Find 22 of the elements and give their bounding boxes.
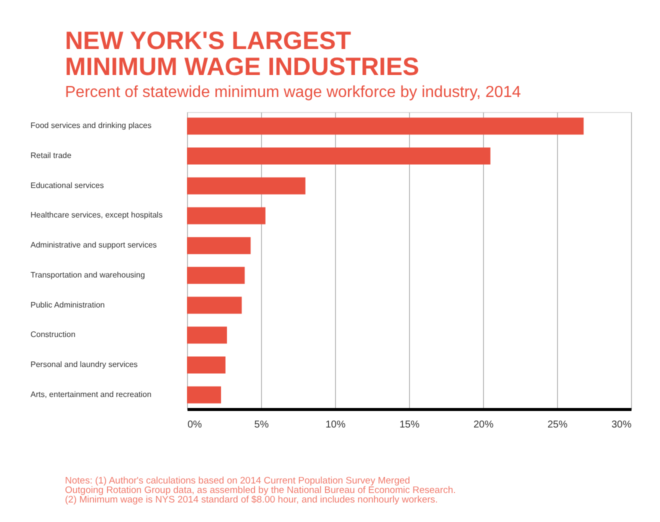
y-tick-label: Healthcare services, except hospitals (30, 210, 163, 220)
text: Notes: (1) Author's calculations based on 2014 Current Population Survey Merged (65, 476, 410, 487)
x-tick-label: 25% (547, 420, 568, 430)
y-tick-label: Transportation and warehousing (30, 270, 145, 280)
text: Outgoing Rotation Group data, as assembled by the National Bureau of Economic Research. (65, 485, 456, 496)
x-tick-label: 5% (254, 420, 269, 430)
x-tick-label: 10% (325, 420, 346, 430)
y-tick-label: Food services and drinking places (30, 121, 152, 130)
x-tick-label: 20% (473, 420, 494, 430)
x-tick-label: 30% (611, 420, 632, 430)
y-tick-label: Public Administration (30, 300, 105, 310)
y-tick-label: Retail trade (30, 151, 72, 160)
x-tick-label: 0% (188, 420, 202, 430)
y-tick-label: Construction (30, 330, 76, 340)
y-tick-label: Administrative and support services (30, 240, 157, 250)
chart-subtitle: Percent of statewide minimum wage workforce by industry, 2014 (65, 84, 522, 101)
x-tick-label: 15% (399, 420, 420, 430)
chart-title: NEW YORK'S LARGEST MINIMUM WAGE INDUSTRIES (65, 27, 420, 81)
text: (2) Minimum wage is NYS 2014 standard of $8.00 hour, and includes nonhourly workers. (65, 494, 438, 506)
y-tick-label: Arts, entertainment and recreation (30, 390, 152, 399)
y-tick-label: Educational services (30, 180, 104, 190)
y-tick-label: Personal and laundry services (30, 360, 138, 369)
